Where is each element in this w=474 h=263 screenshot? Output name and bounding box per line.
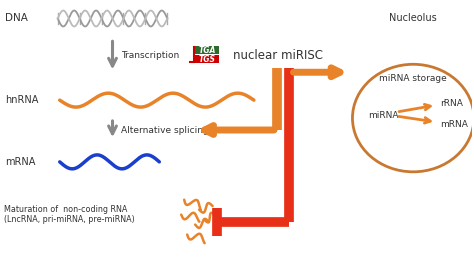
Text: hnRNA: hnRNA (5, 95, 38, 105)
Text: TGA: TGA (199, 46, 216, 55)
Text: TGS: TGS (199, 55, 216, 64)
Text: mRNA: mRNA (440, 119, 468, 129)
Text: rRNA: rRNA (440, 99, 463, 108)
FancyBboxPatch shape (195, 46, 219, 54)
Text: miRNA: miRNA (368, 110, 399, 120)
Text: Transcription: Transcription (121, 51, 180, 60)
Text: mRNA: mRNA (5, 157, 36, 167)
Text: Maturation of  non-coding RNA
(LncRNA, pri-miRNA, pre-miRNA): Maturation of non-coding RNA (LncRNA, pr… (4, 205, 135, 224)
FancyBboxPatch shape (195, 55, 219, 63)
Text: Nucleolus: Nucleolus (389, 13, 437, 23)
Text: DNA: DNA (5, 13, 28, 23)
Text: Alternative splicing: Alternative splicing (121, 125, 209, 134)
Text: nuclear miRISC: nuclear miRISC (233, 49, 323, 62)
Text: miRNA storage: miRNA storage (379, 74, 447, 83)
